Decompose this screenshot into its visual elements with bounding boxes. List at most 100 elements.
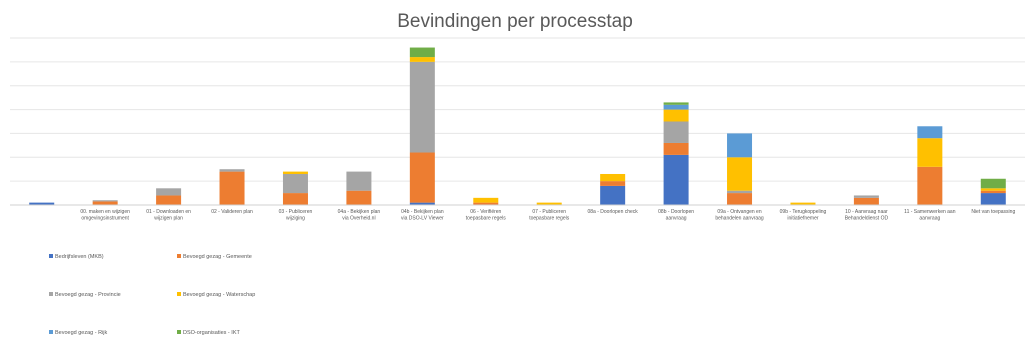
x-tick-label: 08b - Doorlopen aanvraag — [658, 209, 694, 222]
x-tick-label-line: 06 - Verifiëren — [470, 209, 501, 215]
x-tick-label-line: wijzigen plan — [154, 216, 183, 222]
chart-title: Bevindingen per processtap — [397, 11, 633, 32]
bar-segment — [282, 171, 308, 174]
bar-segment — [980, 190, 1006, 194]
x-tick-label: 03 - Publiceren wijziging — [279, 209, 313, 222]
legend-label: Bevoegd gezag - Rijk — [55, 330, 108, 336]
bar-segment — [409, 61, 435, 153]
x-tick-label: Niet van toepassing — [971, 209, 1015, 215]
bar-segment — [727, 133, 753, 158]
x-tick-label-line: 10 - Aanvraag naar — [845, 209, 888, 215]
bar-segment — [536, 202, 562, 205]
bar-segment — [600, 181, 626, 186]
bar-segment — [663, 142, 689, 155]
bar-segment — [409, 57, 435, 62]
x-tick-label-line: aanvraag — [919, 216, 940, 222]
x-tick-label-line: wijziging — [286, 216, 305, 222]
legend-swatch — [49, 254, 53, 258]
x-tick-label-line: aanvraag — [666, 216, 687, 222]
x-tick-label-line: behandelen aanvraag — [715, 216, 764, 222]
bar-segment — [409, 152, 435, 203]
x-tick-label-line: Behandeldienst OD — [845, 216, 889, 222]
x-tick-label-line: 07 - Publiceren — [532, 209, 566, 215]
bar-segment — [346, 171, 372, 191]
legend-label: DSO-organisaties - IKT — [183, 330, 240, 336]
bar-segment — [853, 195, 879, 198]
x-tick-label-line: Niet van toepassing — [971, 209, 1015, 215]
x-tick-label-line: 04a - Bekijken plan — [338, 209, 381, 215]
bar-segment — [29, 202, 55, 205]
legend-swatch — [49, 330, 53, 334]
legend-swatch — [177, 330, 181, 334]
bar-segment — [980, 188, 1006, 191]
bar-segment — [980, 193, 1006, 205]
legend-swatch — [177, 292, 181, 296]
legend-label: Bedrijfsleven (MKB) — [55, 254, 104, 260]
x-tick-label-line: via DSO-LV Viewer — [401, 216, 444, 222]
bar-segment — [853, 197, 879, 205]
legend-swatch — [177, 254, 181, 258]
bar-segment — [409, 202, 435, 205]
x-tick-labels: 00. maken en wijzigen omgevingsinstrument… — [80, 209, 1015, 222]
x-tick-label: 04a - Bekijken plan via Overheid.nl — [338, 209, 381, 222]
x-tick-label-line: toepasbare regels — [466, 216, 507, 222]
bar-segment — [92, 201, 118, 205]
bar-segment — [219, 169, 245, 172]
x-tick-label: 06 - Verifiëren toepasbare regels — [466, 209, 507, 222]
bar-segment — [790, 202, 816, 205]
bar-segment — [600, 173, 626, 182]
x-tick-label-line: 02 - Valideren plan — [211, 209, 253, 215]
x-tick-label-line: 09a - Ontvangen en — [717, 209, 761, 215]
x-tick-label: 09a - Ontvangen en behandelen aanvraag — [715, 209, 764, 222]
bar-segment — [156, 188, 182, 196]
bars-layer — [29, 47, 1006, 205]
bar-segment — [282, 193, 308, 205]
bar-segment — [219, 171, 245, 205]
x-tick-label-line: 08b - Doorlopen — [658, 209, 694, 215]
bar-segment — [282, 173, 308, 194]
legend-label: Bevoegd gezag - Waterschap — [183, 292, 255, 298]
bar-segment — [663, 109, 689, 122]
x-tick-label-line: 03 - Publiceren — [279, 209, 313, 215]
x-tick-label-line: 11 - Samenwerken aan — [904, 209, 956, 215]
x-tick-label: 02 - Valideren plan — [211, 209, 253, 215]
bar-segment — [727, 193, 753, 205]
x-tick-label-line: 09b - Terugkoppeling — [780, 209, 827, 215]
x-tick-label-line: initiatiefnemer — [787, 216, 818, 222]
x-tick-label: 11 - Samenwerken aan aanvraag — [904, 209, 956, 222]
bar-segment — [727, 190, 753, 194]
legend: Bedrijfsleven (MKB) Bevoegd gezag - Gemee… — [49, 254, 255, 336]
x-tick-label: 10 - Aanvraag naar Behandeldienst OD — [845, 209, 889, 222]
x-tick-label: 07 - Publiceren toepasbare regels — [529, 209, 570, 222]
bar-segment — [473, 202, 499, 205]
x-tick-label: 04b - Bekijken plan via DSO-LV Viewer — [401, 209, 444, 222]
bar-segment — [663, 121, 689, 143]
x-tick-label: 09b - Terugkoppeling initiatiefnemer — [780, 209, 827, 222]
grid-layer — [10, 37, 1025, 182]
bar-segment — [917, 166, 943, 205]
bar-segment — [663, 154, 689, 205]
x-tick-label-line: 08a - Doorlopen check — [588, 209, 639, 215]
x-tick-label-line: omgevingsinstrument — [81, 216, 129, 222]
bar-segment — [917, 138, 943, 167]
x-tick-label: 01 - Downloaden en wijzigen plan — [146, 209, 191, 222]
x-tick-label-line: 04b - Bekijken plan — [401, 209, 444, 215]
bar-segment — [980, 178, 1006, 189]
legend-label: Bevoegd gezag - Gemeente — [183, 254, 252, 260]
x-tick-label-line: 01 - Downloaden en — [146, 209, 191, 215]
legend-label: Bevoegd gezag - Provincie — [55, 292, 121, 298]
x-tick-label: 08a - Doorlopen check — [588, 209, 639, 215]
x-tick-label-line: toepasbare regels — [529, 216, 570, 222]
x-tick-label-line: 00. maken en wijzigen — [80, 209, 130, 215]
bar-segment — [92, 200, 118, 202]
legend-swatch — [49, 292, 53, 296]
bar-segment — [473, 197, 499, 203]
bar-segment — [409, 47, 435, 58]
bar-segment — [663, 104, 689, 110]
bar-segment — [156, 195, 182, 205]
bar-segment — [600, 185, 626, 205]
bar-segment — [727, 157, 753, 191]
bar-segment — [917, 126, 943, 139]
